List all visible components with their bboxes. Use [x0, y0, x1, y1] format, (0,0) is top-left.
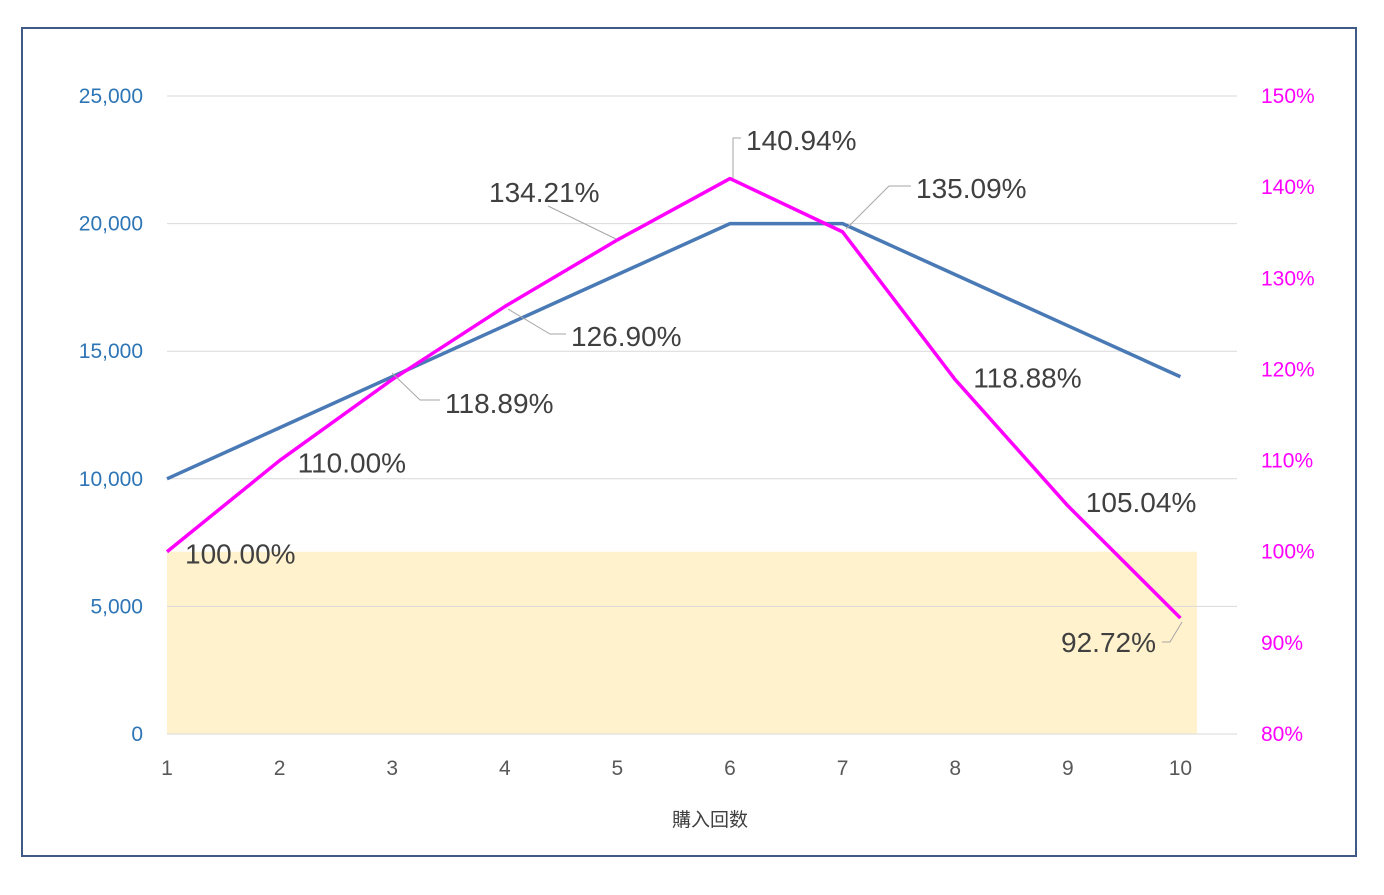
- data-label: 134.21%: [489, 177, 600, 208]
- x-tick-label: 9: [1062, 757, 1074, 780]
- x-tick-label: 5: [612, 757, 624, 780]
- y-right-tick-label: 110%: [1261, 450, 1313, 473]
- y-left-tick-label: 5,000: [90, 595, 143, 618]
- data-label: 110.00%: [298, 448, 406, 479]
- data-label: 92.72%: [1061, 627, 1156, 658]
- y-right-tick-label: 150%: [1261, 85, 1315, 108]
- data-label: 118.88%: [973, 363, 1081, 394]
- y-left-tick-label: 15,000: [79, 340, 143, 363]
- data-label-leader: [845, 185, 911, 230]
- x-tick-label: 2: [274, 757, 286, 780]
- x-tick-label: 4: [499, 757, 511, 780]
- data-label: 105.04%: [1086, 487, 1197, 518]
- data-label-leader: [391, 372, 440, 401]
- data-label-leader: [732, 137, 741, 178]
- data-label-leader: [547, 205, 617, 240]
- data-label-leader: [1162, 621, 1183, 643]
- y-left-tick-label: 10,000: [79, 468, 143, 491]
- y-right-tick-label: 120%: [1261, 358, 1315, 381]
- y-left-tick-label: 0: [131, 723, 143, 746]
- x-tick-label: 3: [386, 757, 398, 780]
- y-right-tick-label: 90%: [1261, 632, 1303, 655]
- data-label: 118.89%: [445, 388, 553, 419]
- y-left-tick-label: 20,000: [79, 213, 143, 236]
- x-tick-label: 8: [949, 757, 961, 780]
- right-axis-series-line: [165, 176, 1182, 620]
- data-label-leader: [507, 308, 566, 335]
- data-label: 140.94%: [746, 125, 857, 156]
- y-left-tick-label: 25,000: [79, 85, 143, 108]
- data-label: 126.90%: [571, 321, 682, 352]
- x-tick-label: 1: [161, 757, 173, 780]
- y-right-tick-label: 100%: [1261, 541, 1315, 564]
- x-tick-label: 10: [1169, 757, 1192, 780]
- data-label: 100.00%: [185, 539, 296, 570]
- x-tick-label: 7: [837, 757, 849, 780]
- left-axis-series-line: [166, 221, 1182, 481]
- y-right-tick-label: 130%: [1261, 267, 1315, 290]
- data-label: 135.09%: [916, 173, 1027, 204]
- y-right-tick-label: 140%: [1261, 176, 1315, 199]
- y-right-tick-label: 80%: [1261, 723, 1303, 746]
- highlight-band: [167, 551, 1197, 734]
- x-tick-label: 6: [724, 757, 736, 780]
- x-axis-title: 購入回数: [672, 809, 748, 831]
